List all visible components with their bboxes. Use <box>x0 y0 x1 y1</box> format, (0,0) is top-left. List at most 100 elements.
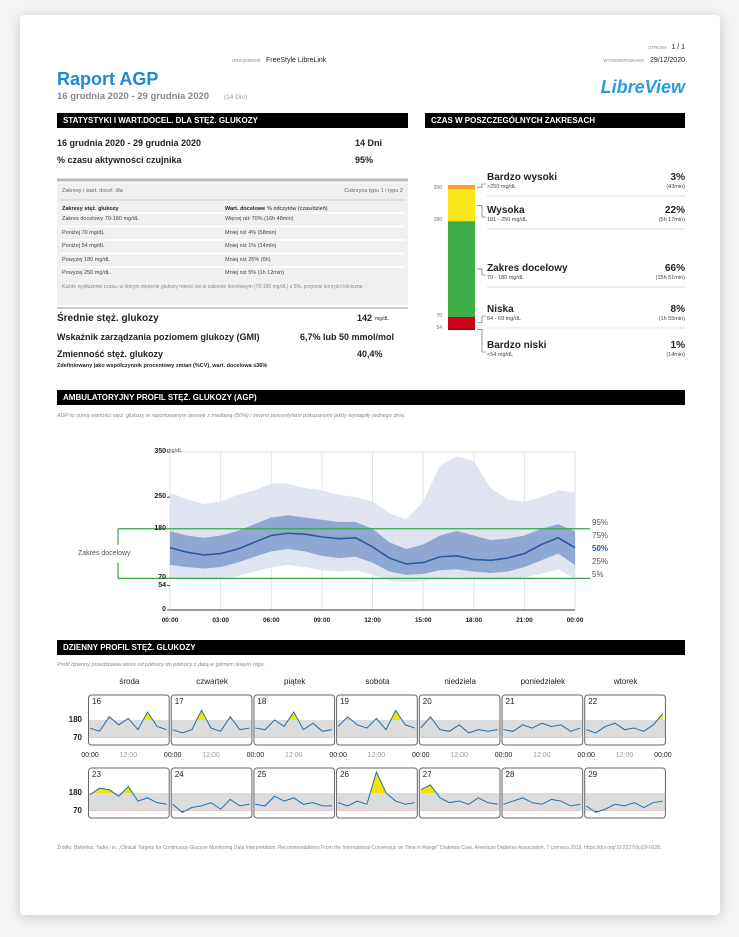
mean-label: Średnie stęż. glukozy <box>57 313 159 324</box>
day-label: 28 <box>505 770 515 779</box>
day-label: 16 <box>92 697 101 706</box>
weekday: wtorek <box>613 677 638 686</box>
x-tick-label: 12:00 <box>450 752 468 759</box>
period: 16 grudnia 2020 - 29 grudnia 2020 <box>57 138 202 148</box>
target-band <box>337 720 417 738</box>
target-cell: Mniej niż 1% (14min) <box>225 243 277 249</box>
range-segment <box>448 185 475 190</box>
range-percent: 1% <box>670 340 685 351</box>
day-frame <box>418 767 501 819</box>
x-tick-label: 09:00 <box>313 617 331 624</box>
low-fill <box>420 810 498 811</box>
low-fill <box>172 737 250 738</box>
range-name: Zakres docelowy <box>487 263 568 274</box>
low-fill <box>420 737 498 738</box>
y-tick-label: 54 <box>158 581 166 589</box>
cv-label: Zmienność stęż. glukozy <box>57 349 164 359</box>
connector <box>477 315 486 324</box>
page-number: 1 / 1 <box>671 44 685 51</box>
glucose-line <box>420 715 498 734</box>
weekday: piątek <box>284 677 306 686</box>
low-fill <box>90 737 167 738</box>
target-band <box>171 720 252 738</box>
x-tick-label: 00:00 <box>81 752 99 759</box>
day-label: 21 <box>505 697 515 706</box>
glucose-line <box>503 722 581 732</box>
range-limits: <54 mg/dL <box>487 352 514 358</box>
glucose-line <box>337 770 415 807</box>
report-title: Raport AGP <box>57 69 159 89</box>
x-tick-label: 00:00 <box>163 752 182 759</box>
x-tick-label: 00:00 <box>654 752 672 759</box>
y-tick-label: 180 <box>68 788 82 797</box>
median-line <box>169 532 576 565</box>
high-fill <box>338 710 415 720</box>
day-label: 25 <box>257 770 267 779</box>
cv-value: 40,4% <box>357 349 383 359</box>
target-cell: Więcej niż 70% (16h 48min) <box>225 216 294 222</box>
glucose-line <box>255 795 333 807</box>
glucose-line <box>337 709 415 731</box>
connector <box>477 205 486 218</box>
glucose-line <box>89 785 167 805</box>
target-cell: Zakres docelowy 70-180 mg/dL <box>62 216 139 222</box>
y-tick-label: 70 <box>158 574 166 582</box>
day-frame <box>501 694 584 746</box>
day-frame <box>88 694 170 746</box>
range-boundary: 54 <box>436 324 442 331</box>
high-fill <box>255 711 333 720</box>
connector <box>477 183 486 188</box>
range-boundary: 180 <box>433 217 442 224</box>
day-label: 26 <box>340 770 349 779</box>
targets-label: Zakresy i wart. docel. dla <box>62 188 123 194</box>
x-tick-label: 12:00 <box>202 752 220 759</box>
range-name: Bardzo wysoki <box>487 172 558 183</box>
device-name: FreeStyle LibreLink <box>266 57 327 64</box>
target-band <box>585 720 665 738</box>
day-label: 27 <box>422 770 432 779</box>
source-note: Źródło: Battelino, Tadej i in. „Clinical… <box>57 845 662 851</box>
generated-label: WYGENEROWANO <box>603 58 644 63</box>
day-label: 20 <box>422 697 432 706</box>
section-heading: AMBULATORYJNY PROFIL STĘŻ. GLUKOZY (AGP) <box>57 390 685 405</box>
sensor-label: % czasu aktywności czujnika <box>57 155 182 165</box>
low-fill <box>503 737 581 738</box>
day-label: 17 <box>174 697 184 706</box>
gmi-label: Wskaźnik zarządzania poziomem glukozy (G… <box>57 332 260 342</box>
range-limits: 70 - 180 mg/dL <box>487 275 524 281</box>
report-sheet <box>20 15 720 915</box>
range-duration: (43min) <box>666 184 685 190</box>
glucose-line <box>89 710 167 732</box>
x-tick-label: 12:00 <box>533 752 551 759</box>
device-label: URZĄDZENIE <box>232 58 261 63</box>
day-label: 22 <box>588 697 598 706</box>
day-frame <box>170 694 253 746</box>
range-limits: 181 - 250 mg/dL <box>487 217 528 223</box>
days-count: (14 Dni) <box>224 94 248 101</box>
day-frame <box>501 767 584 819</box>
diabetes-type: Cukrzyca typu 1 i typu 2 <box>344 188 403 194</box>
weekday: środa <box>119 677 140 686</box>
glucose-line <box>503 797 581 807</box>
range-percent: 22% <box>664 205 685 216</box>
high-fill <box>338 772 415 793</box>
range-duration: (1h 55min) <box>658 316 685 322</box>
percentile-label: 25% <box>592 557 609 566</box>
target-band <box>502 793 583 811</box>
y-tick-label: 70 <box>73 805 82 815</box>
range-limits: >250 mg/dL <box>487 184 517 190</box>
range-percent: 66% <box>664 263 685 274</box>
daily-description: Profil dzienny przedstawia okres od półn… <box>57 662 266 668</box>
day-label: 18 <box>257 697 267 706</box>
page-label: STRONA <box>648 45 667 50</box>
weekday: poniedziałek <box>520 677 566 686</box>
day-label: 19 <box>340 697 349 706</box>
y-tick-label: 180 <box>154 524 166 532</box>
target-band <box>254 793 335 811</box>
x-tick-label: 12:00 <box>367 752 386 759</box>
weekday: niedziela <box>444 677 476 686</box>
section-heading: STATYSTYKI I WART.DOCEL. DLA STĘŻ. GLUKO… <box>57 113 408 128</box>
x-tick-label: 00:00 <box>329 752 347 759</box>
